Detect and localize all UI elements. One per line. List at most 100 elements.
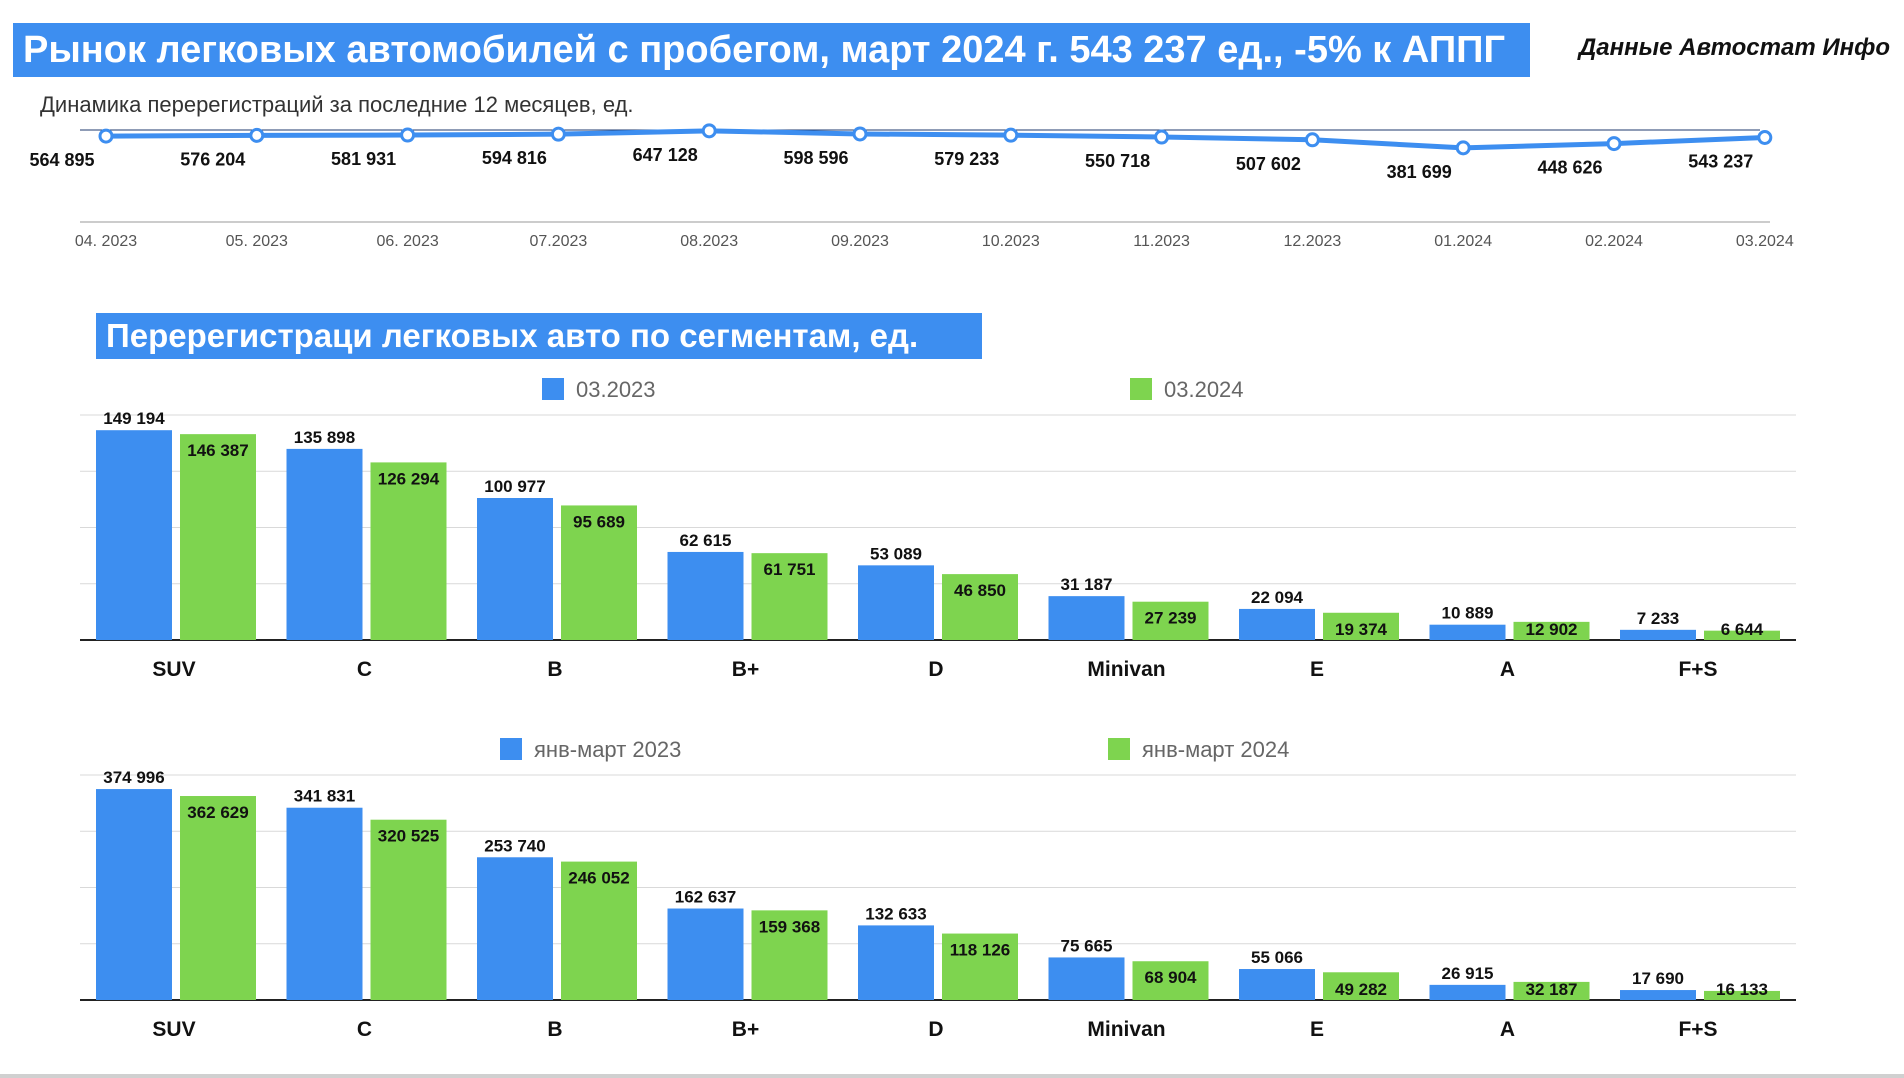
bar-value-label: 32 187 — [1526, 980, 1578, 999]
bar — [751, 910, 828, 1000]
bar-value-label: 46 850 — [954, 581, 1006, 600]
line-x-tick-label: 06. 2023 — [376, 233, 438, 250]
bar-value-label: 135 898 — [294, 428, 355, 447]
bar — [1048, 596, 1125, 640]
bar-value-label: 132 633 — [865, 904, 926, 923]
x-category-label: F+S — [1678, 1018, 1717, 1041]
x-category-label: SUV — [152, 1018, 195, 1041]
x-category-label: E — [1310, 1018, 1324, 1041]
bar — [370, 462, 447, 640]
bar-value-label: 10 889 — [1442, 604, 1494, 623]
bar — [477, 857, 553, 1000]
bar — [96, 430, 172, 640]
bar-value-label: 159 368 — [759, 917, 820, 936]
line-point-label: 507 602 — [1236, 154, 1301, 174]
x-category-label: D — [928, 658, 943, 681]
bar — [180, 796, 256, 1000]
bar-value-label: 31 187 — [1061, 575, 1113, 594]
x-category-label: B — [547, 1018, 562, 1041]
bar — [370, 819, 447, 1000]
line-x-tick-label: 10.2023 — [982, 233, 1040, 250]
bar — [942, 574, 1018, 640]
line-x-tick-label: 01.2024 — [1434, 233, 1492, 250]
x-category-label: C — [357, 1018, 372, 1041]
line-point — [550, 126, 566, 142]
line-point-label: 581 931 — [331, 149, 396, 169]
line-x-tick-label: 04. 2023 — [75, 233, 137, 250]
bar — [286, 807, 363, 1000]
bar-value-label: 17 690 — [1632, 969, 1684, 988]
x-category-label: E — [1310, 658, 1324, 681]
bar — [667, 908, 744, 1000]
bar — [667, 551, 744, 640]
line-series-path — [105, 128, 1765, 151]
bar-value-label: 7 233 — [1637, 609, 1680, 628]
bar — [1048, 957, 1125, 1000]
line-point-label: 381 699 — [1387, 162, 1452, 182]
legend-swatch — [1130, 378, 1152, 400]
bar-value-label: 95 689 — [573, 512, 625, 531]
line-point — [701, 123, 717, 139]
bar-value-label: 75 665 — [1061, 936, 1113, 955]
bar-value-label: 362 629 — [187, 803, 248, 822]
bar-value-label: 26 915 — [1442, 964, 1494, 983]
bar — [1513, 981, 1590, 1000]
line-point-label: 543 237 — [1688, 151, 1753, 171]
legend-label: 03.2024 — [1164, 377, 1244, 402]
bar-value-label: 149 194 — [103, 409, 165, 428]
line-point-label: 550 718 — [1085, 151, 1150, 171]
line-point — [249, 127, 265, 143]
bar — [858, 565, 934, 640]
bar — [1132, 601, 1209, 640]
x-category-label: C — [357, 658, 372, 681]
x-category-label: SUV — [152, 658, 195, 681]
line-point-label: 647 128 — [633, 145, 698, 165]
line-point-label: 598 596 — [783, 148, 848, 168]
x-category-label: A — [1500, 1018, 1515, 1041]
legend-swatch — [500, 738, 522, 760]
bar — [1429, 624, 1506, 640]
line-x-tick-label: 11.2023 — [1133, 233, 1190, 250]
line-x-tick-label: 02.2024 — [1585, 233, 1643, 250]
bar-value-label: 146 387 — [187, 441, 248, 460]
line-point — [1154, 129, 1170, 145]
bar — [1429, 984, 1506, 1000]
bar — [1323, 612, 1399, 640]
line-point — [1003, 127, 1019, 143]
bar — [1620, 990, 1696, 1000]
segments-bar-chart-march: 03.2023 03.2024 149 194 146 387 SUV 135 898 12… — [80, 377, 1796, 681]
bar-value-label: 162 637 — [675, 888, 736, 907]
bar — [1704, 990, 1780, 1000]
legend-label: янв-март 2024 — [1142, 737, 1289, 762]
x-category-label: B+ — [732, 658, 759, 681]
bar — [180, 434, 256, 640]
bar-value-label: 253 740 — [484, 836, 545, 855]
bar-value-label: 246 052 — [568, 869, 629, 888]
line-point-label: 576 204 — [180, 149, 245, 169]
bar — [1620, 629, 1696, 640]
legend-label: янв-март 2023 — [534, 737, 681, 762]
bar-value-label: 16 133 — [1716, 980, 1768, 999]
bar-value-label: 55 066 — [1251, 948, 1303, 967]
main-title-banner: Рынок легковых автомобилей с пробегом, м… — [13, 23, 1530, 77]
line-point — [98, 128, 114, 144]
x-category-label: B — [547, 658, 562, 681]
bottom-divider — [0, 1074, 1904, 1078]
line-point-label: 564 895 — [29, 150, 94, 170]
bar-value-label: 19 374 — [1335, 620, 1388, 639]
segments-bar-chart-q1: янв-март 2023 янв-март 2024 374 996 362 629… — [80, 737, 1796, 1041]
x-category-label: B+ — [732, 1018, 759, 1041]
line-x-tick-label: 09.2023 — [831, 233, 889, 250]
line-chart-subtitle: Динамика перерегистраций за последние 12… — [40, 92, 634, 117]
bar — [858, 925, 934, 1000]
bar-value-label: 22 094 — [1251, 588, 1304, 607]
line-x-tick-label: 03.2024 — [1736, 233, 1794, 250]
bar — [286, 448, 363, 640]
bar-value-label: 12 902 — [1526, 620, 1578, 639]
bar — [1132, 961, 1209, 1000]
bar-value-label: 126 294 — [378, 469, 440, 488]
bar-value-label: 27 239 — [1145, 609, 1197, 628]
bar-value-label: 341 831 — [294, 787, 355, 806]
bar-value-label: 100 977 — [484, 477, 545, 496]
x-category-label: A — [1500, 658, 1515, 681]
